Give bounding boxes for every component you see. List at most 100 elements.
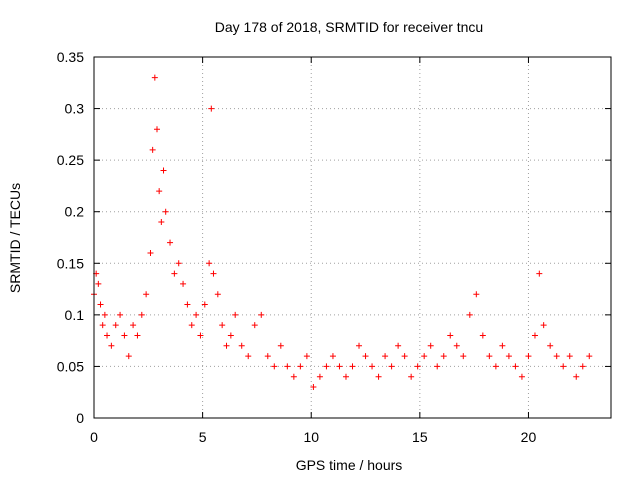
data-point (130, 322, 137, 329)
y-tick-label: 0.25 (57, 152, 84, 168)
plot-frame (93, 56, 612, 419)
data-point (316, 373, 323, 380)
data-point (162, 208, 169, 215)
data-point (264, 353, 271, 360)
data-point (356, 342, 363, 349)
data-point (180, 280, 187, 287)
data-point (310, 384, 317, 391)
data-point (382, 353, 389, 360)
data-point (540, 322, 547, 329)
data-point (336, 363, 343, 370)
axis-ticks (93, 56, 611, 419)
data-point (536, 270, 543, 277)
data-point (153, 126, 160, 133)
data-point (342, 373, 349, 380)
data-point (586, 353, 593, 360)
data-point (171, 270, 178, 277)
data-point (453, 342, 460, 349)
x-axis-label: GPS time / hours (296, 457, 403, 473)
data-point (505, 353, 512, 360)
data-point (214, 291, 221, 298)
data-point (125, 353, 132, 360)
data-point (401, 353, 408, 360)
data-point (149, 146, 156, 153)
data-point (362, 353, 369, 360)
data-point (227, 332, 234, 339)
data-point (395, 342, 402, 349)
y-tick-label: 0.3 (65, 101, 85, 117)
data-point (101, 311, 108, 318)
data-point (434, 363, 441, 370)
data-point (560, 363, 567, 370)
x-tick-label: 5 (199, 429, 207, 445)
data-point (447, 332, 454, 339)
data-point (323, 363, 330, 370)
data-point (492, 363, 499, 370)
data-point (479, 332, 486, 339)
data-point (121, 332, 128, 339)
data-point (184, 301, 191, 308)
data-point (210, 270, 217, 277)
y-tick-label: 0.15 (57, 255, 84, 271)
y-tick-label: 0.05 (57, 358, 84, 374)
data-point (232, 311, 239, 318)
data-point (112, 322, 119, 329)
x-tick-label: 15 (412, 429, 428, 445)
data-point (134, 332, 141, 339)
data-point (193, 311, 200, 318)
data-point (97, 301, 104, 308)
data-point (466, 311, 473, 318)
data-point (271, 363, 278, 370)
data-point (251, 322, 258, 329)
data-point (486, 353, 493, 360)
data-point (223, 342, 230, 349)
y-axis-label: SRMTID / TECUs (7, 183, 23, 293)
data-points (91, 74, 593, 391)
data-point (197, 332, 204, 339)
data-point (579, 363, 586, 370)
data-point (219, 322, 226, 329)
data-point (408, 373, 415, 380)
data-point (473, 291, 480, 298)
data-point (201, 301, 208, 308)
data-point (167, 239, 174, 246)
data-point (208, 105, 215, 112)
data-point (138, 311, 145, 318)
data-point (303, 353, 310, 360)
axis-tick-labels: 0 0.05 0.1 0.15 0.2 0.25 0.3 0.35 0 5 10 15 20 (57, 49, 537, 445)
data-point (147, 249, 154, 256)
data-point (573, 373, 580, 380)
data-point (95, 280, 102, 287)
data-point (156, 188, 163, 195)
data-point (143, 291, 150, 298)
data-point (531, 332, 538, 339)
data-point (388, 363, 395, 370)
data-point (245, 353, 252, 360)
data-point (375, 373, 382, 380)
data-point (151, 74, 158, 81)
data-point (238, 342, 245, 349)
x-tick-label: 0 (90, 429, 98, 445)
chart-title: Day 178 of 2018, SRMTID for receiver tnc… (215, 19, 483, 35)
data-point (329, 353, 336, 360)
data-point (188, 322, 195, 329)
data-point (104, 332, 111, 339)
data-point (566, 353, 573, 360)
data-point (414, 363, 421, 370)
y-tick-label: 0 (76, 410, 84, 426)
y-tick-label: 0.2 (65, 204, 85, 220)
x-tick-label: 10 (303, 429, 319, 445)
data-point (108, 342, 115, 349)
data-point (284, 363, 291, 370)
data-point (160, 167, 167, 174)
data-point (518, 373, 525, 380)
data-point (421, 353, 428, 360)
y-tick-label: 0.1 (65, 307, 85, 323)
x-tick-label: 20 (521, 429, 537, 445)
data-point (290, 373, 297, 380)
data-point (175, 260, 182, 267)
data-point (258, 311, 265, 318)
data-point (158, 219, 165, 226)
data-point (117, 311, 124, 318)
